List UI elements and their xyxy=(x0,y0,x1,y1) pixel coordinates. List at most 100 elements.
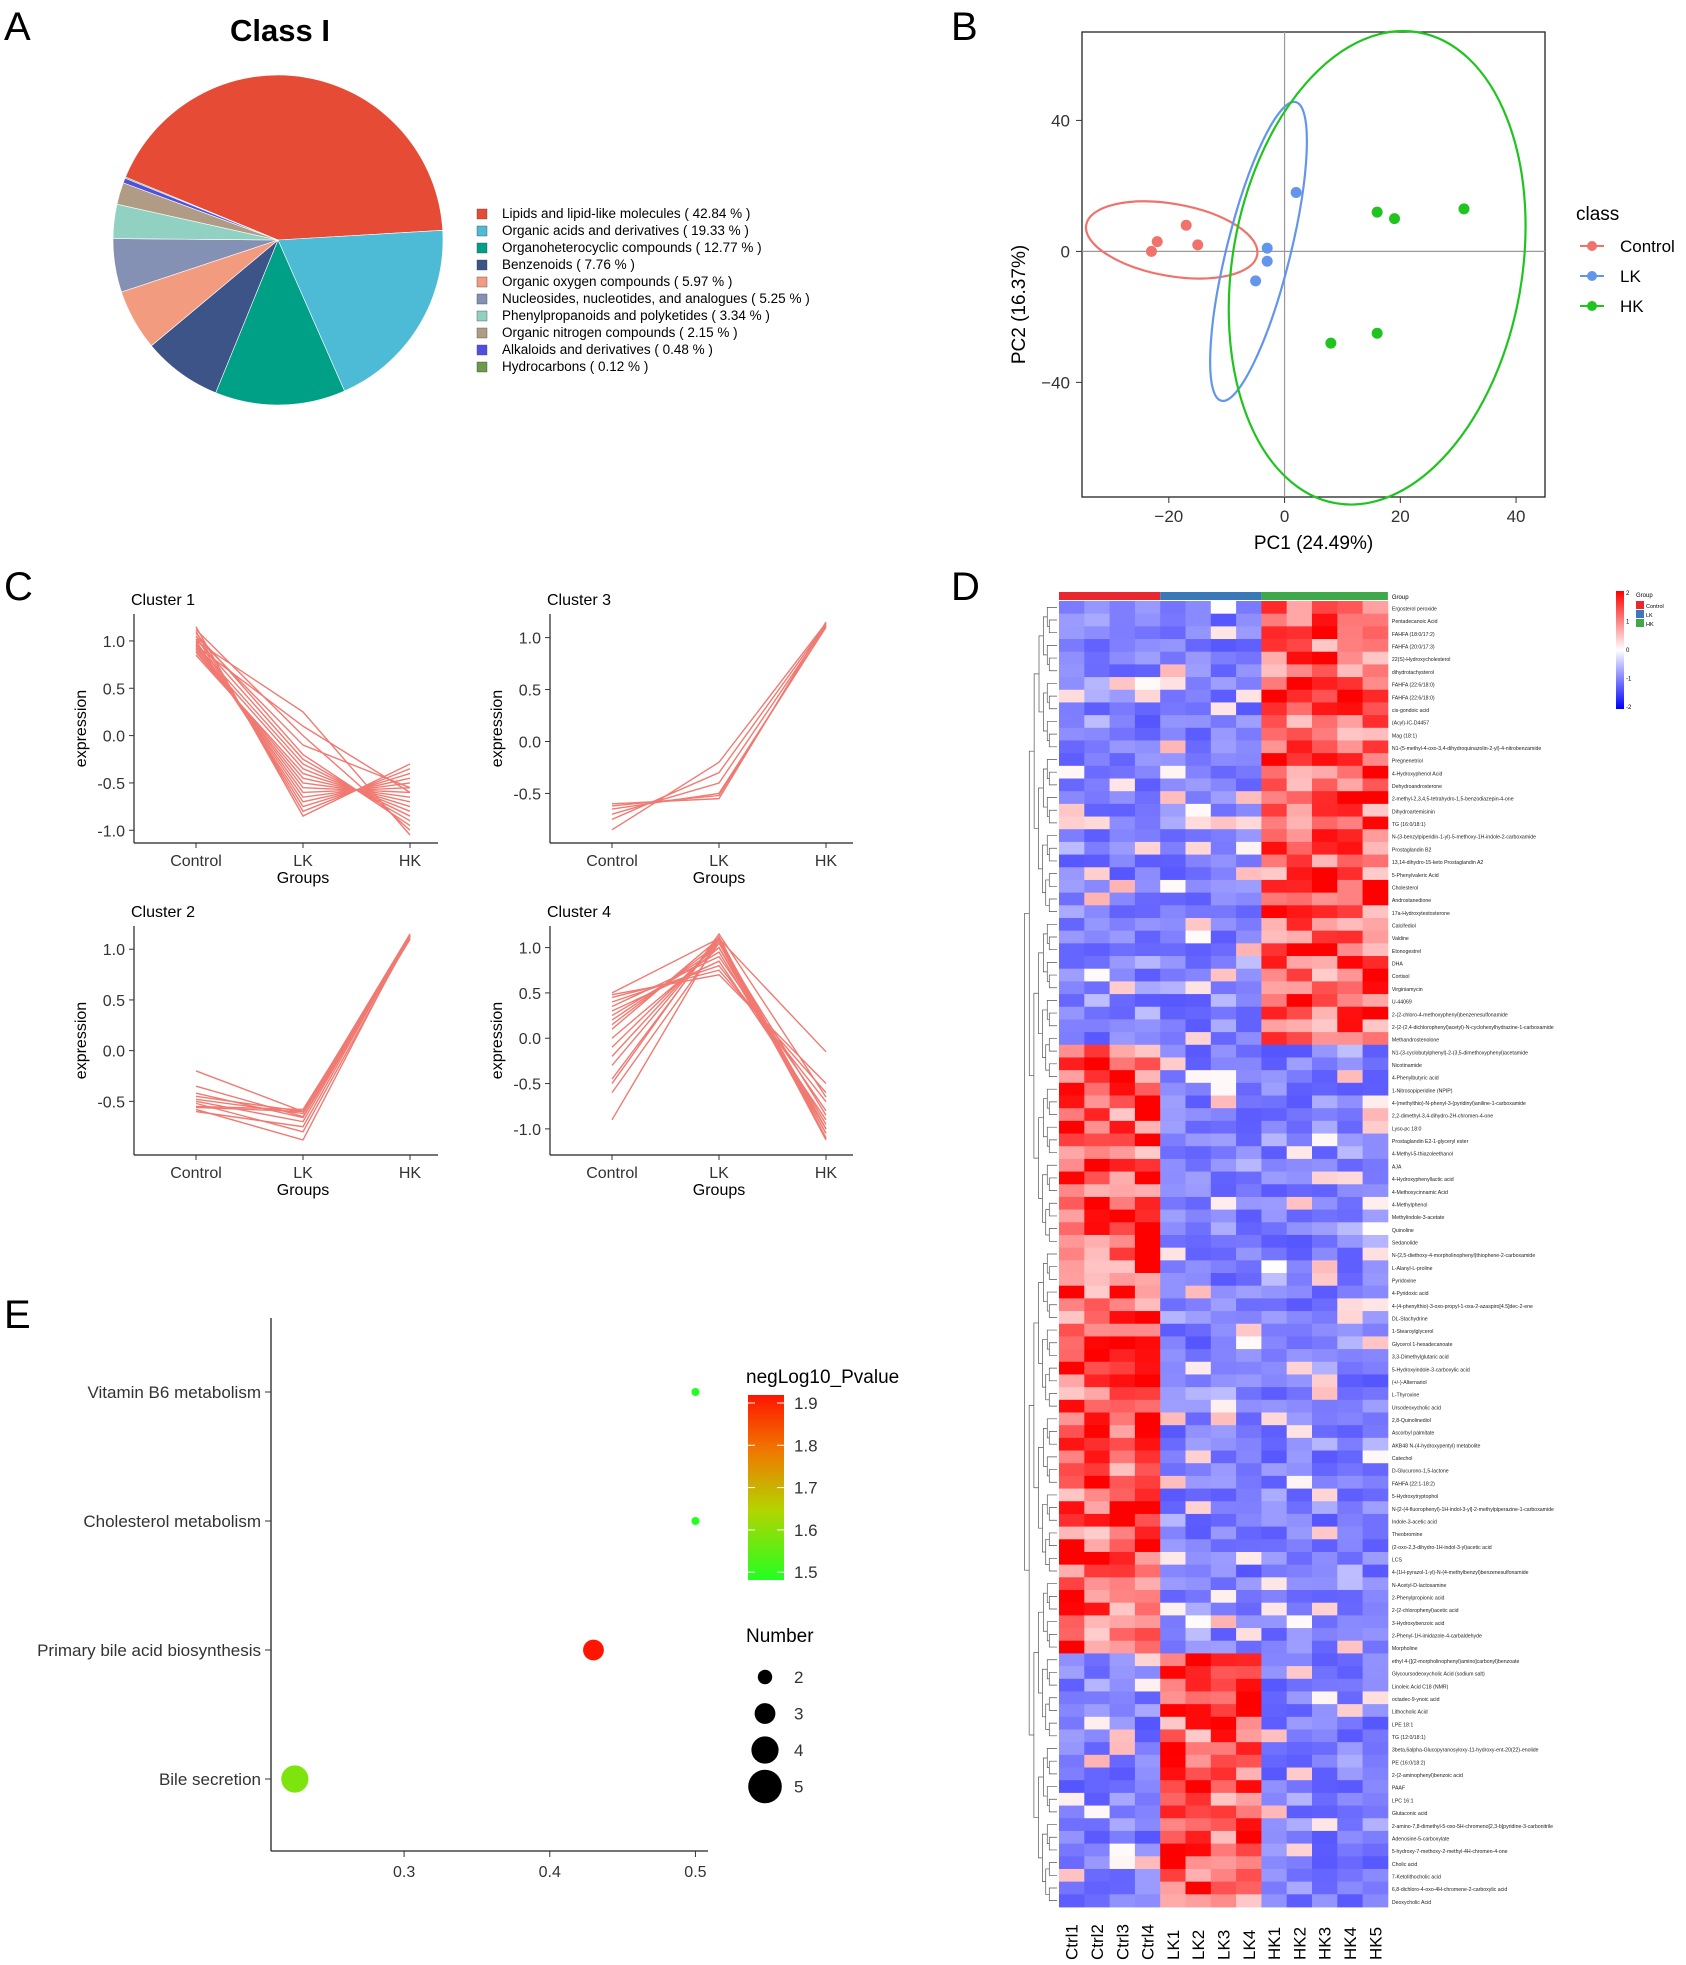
heatmap-cell xyxy=(1236,1273,1262,1287)
row-label: L-Alanyl-L-proline xyxy=(1392,1266,1433,1272)
legend-label: Organic nitrogen compounds ( 2.15 % ) xyxy=(502,325,738,340)
heatmap-cell xyxy=(1059,791,1085,805)
heatmap-cell xyxy=(1109,1767,1136,1781)
heatmap-cell xyxy=(1084,1412,1110,1426)
heatmap-cell xyxy=(1286,1628,1313,1642)
heatmap-cell xyxy=(1084,1285,1110,1299)
heatmap-cell xyxy=(1312,1095,1338,1109)
heatmap-cell xyxy=(1059,1247,1085,1261)
heatmap-cell xyxy=(1210,1437,1237,1451)
row-label: LPE 18:1 xyxy=(1392,1722,1413,1728)
heatmap-cell xyxy=(1109,1399,1136,1413)
heatmap-cell xyxy=(1084,1539,1110,1553)
heatmap-cell xyxy=(1236,639,1262,653)
heatmap-cell xyxy=(1185,1704,1212,1718)
data-point xyxy=(1261,255,1273,267)
heatmap-cell xyxy=(1261,1704,1288,1718)
heatmap-cell xyxy=(1236,1856,1262,1870)
heatmap-cell xyxy=(1084,1273,1110,1287)
color-legend-label: 1.6 xyxy=(794,1521,818,1540)
heatmap-cell xyxy=(1312,1006,1338,1020)
heatmap-cell xyxy=(1160,1412,1186,1426)
heatmap-cell xyxy=(1109,841,1136,855)
heatmap-cell xyxy=(1109,664,1136,678)
dendrogram-branch xyxy=(1046,683,1057,703)
heatmap-cell xyxy=(1286,968,1313,982)
heatmap-cell xyxy=(1286,1399,1313,1413)
heatmap-cell xyxy=(1236,1805,1262,1819)
heatmap-cell xyxy=(1185,1298,1212,1312)
heatmap-cell xyxy=(1109,1070,1136,1084)
dendrogram-branch xyxy=(1042,844,1048,893)
heatmap-cell xyxy=(1337,854,1363,868)
row-label: (Acyl)-IC-D4457 xyxy=(1392,721,1429,727)
heatmap-cell xyxy=(1210,1653,1237,1667)
heatmap-cell xyxy=(1261,1361,1288,1375)
heatmap-cell xyxy=(1084,1805,1110,1819)
heatmap-cell xyxy=(1261,1171,1288,1185)
heatmap-cell xyxy=(1362,1488,1389,1502)
cluster-line xyxy=(611,623,827,821)
heatmap-cell xyxy=(1261,1412,1288,1426)
heatmap-cell xyxy=(1160,1361,1186,1375)
row-label: LCS xyxy=(1392,1557,1403,1563)
heatmap-cell xyxy=(1134,1336,1161,1350)
heatmap-scale-tick: 2 xyxy=(1626,591,1630,597)
heatmap-cell xyxy=(1337,1843,1363,1857)
heatmap-cell xyxy=(1236,1640,1262,1654)
heatmap-cell xyxy=(1286,1298,1313,1312)
cluster-title: Cluster 1 xyxy=(131,592,195,609)
dendrogram-branch xyxy=(1045,1374,1050,1401)
heatmap-cell xyxy=(1084,1070,1110,1084)
y-tick-label: -0.5 xyxy=(513,1077,541,1094)
heatmap-cell xyxy=(1236,1539,1262,1553)
heatmap-cell xyxy=(1312,1577,1338,1591)
heatmap-cell xyxy=(1185,1691,1212,1705)
heatmap-cell xyxy=(1362,1108,1389,1122)
heatmap-cell xyxy=(1084,1209,1110,1223)
heatmap-cell xyxy=(1210,1881,1237,1895)
heatmap-cell xyxy=(1337,613,1363,627)
heatmap-cell xyxy=(1185,1273,1212,1287)
dendrogram-branch xyxy=(1048,1697,1057,1711)
heatmap-cell xyxy=(1312,1133,1338,1147)
heatmap-cell xyxy=(1236,1450,1262,1464)
heatmap-cell xyxy=(1337,1184,1363,1198)
heatmap-cell xyxy=(1286,867,1313,881)
heatmap-cell xyxy=(1084,702,1110,716)
heatmap-cell xyxy=(1286,1818,1313,1832)
y-axis-label: expression xyxy=(73,690,90,767)
heatmap-cell xyxy=(1059,1653,1085,1667)
heatmap-cell xyxy=(1236,829,1262,843)
heatmap-cell xyxy=(1362,1590,1389,1604)
heatmap-cell xyxy=(1261,841,1288,855)
heatmap-cell xyxy=(1084,1640,1110,1654)
heatmap-cell xyxy=(1109,639,1136,653)
heatmap-cell xyxy=(1059,956,1085,970)
heatmap-cell xyxy=(1236,956,1262,970)
heatmap-cell xyxy=(1236,1349,1262,1363)
heatmap-cell xyxy=(1059,1311,1085,1325)
heatmap-cell xyxy=(1059,892,1085,906)
heatmap-cell xyxy=(1185,1425,1212,1439)
heatmap-cell xyxy=(1160,1273,1186,1287)
row-label: Deoxycholic Acid xyxy=(1392,1900,1431,1906)
heatmap-cell xyxy=(1236,1019,1262,1033)
heatmap-cell xyxy=(1362,651,1389,665)
heatmap-cell xyxy=(1059,1184,1085,1198)
heatmap-cell xyxy=(1160,1754,1186,1768)
heatmap-cell xyxy=(1362,981,1389,995)
heatmap-cell xyxy=(1312,778,1338,792)
row-label: Methylindole-3-acetate xyxy=(1392,1215,1445,1221)
heatmap-cell xyxy=(1059,613,1085,627)
heatmap-cell xyxy=(1286,803,1313,817)
heatmap-cell xyxy=(1261,1856,1288,1870)
heatmap-cell xyxy=(1210,1095,1237,1109)
heatmap-cell xyxy=(1160,1551,1186,1566)
heatmap-cell xyxy=(1059,994,1085,1008)
heatmap-cell xyxy=(1286,1349,1313,1363)
heatmap-cell xyxy=(1185,854,1212,868)
dendrogram-branch xyxy=(1048,1228,1057,1242)
heatmap-cell xyxy=(1109,803,1136,817)
dendrogram-branch xyxy=(1043,1098,1048,1138)
